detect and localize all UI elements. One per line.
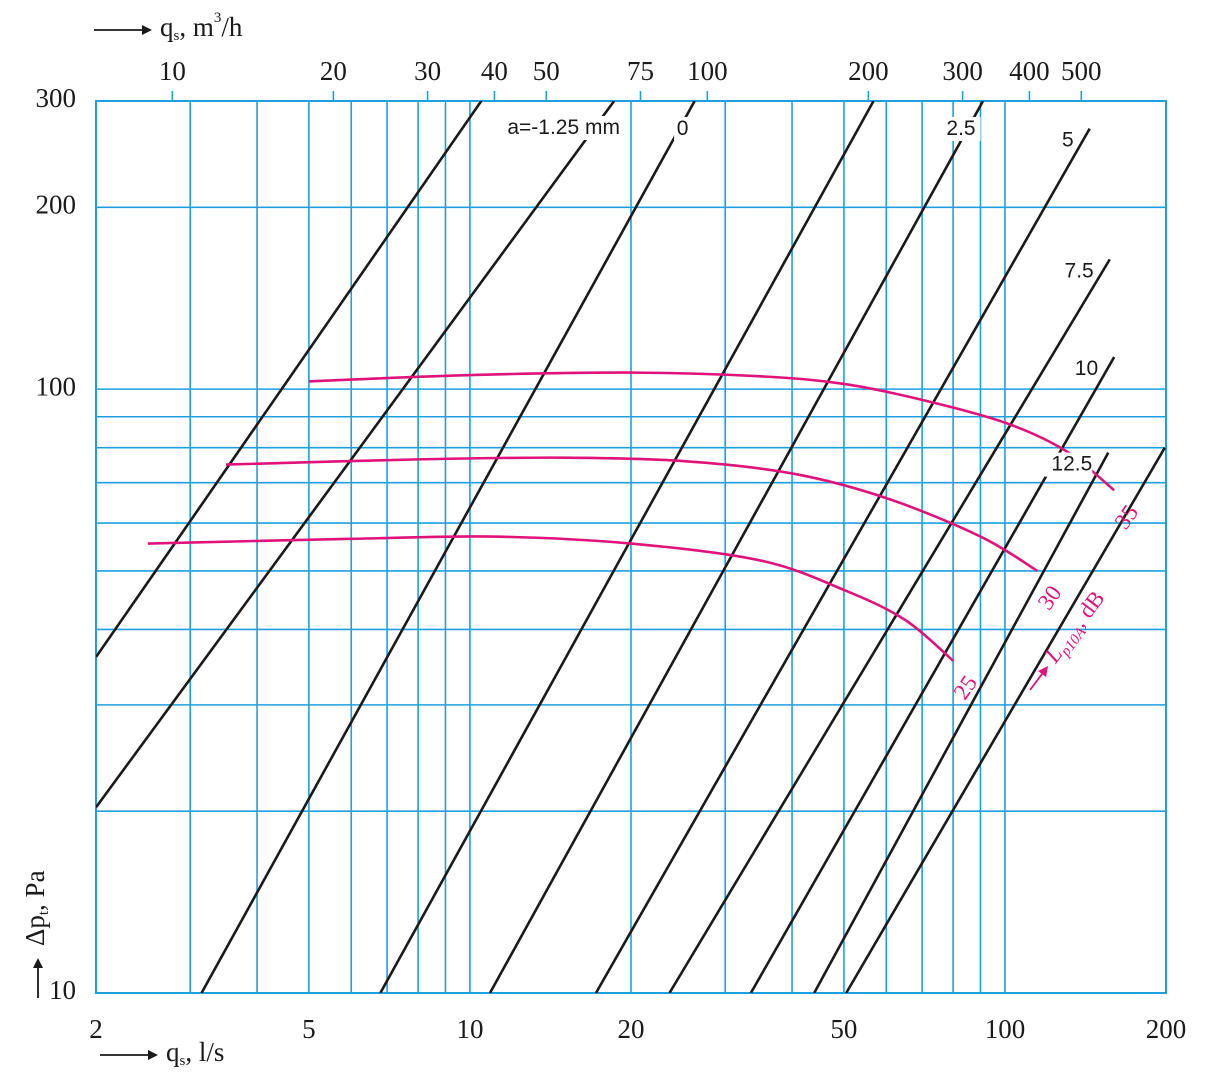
noise-curve-label-text: 35 (1110, 500, 1144, 533)
iso-line (668, 258, 1111, 993)
x-tick-label: 50 (830, 1014, 857, 1044)
x2-tick-label: 100 (687, 56, 728, 86)
iso-label: 0 (677, 117, 689, 140)
bottom-axis-title-sub: s (180, 1053, 186, 1069)
grid-layer (95, 100, 1167, 994)
x2-tick-label: 500 (1061, 56, 1102, 86)
noise-curve (147, 535, 954, 662)
bottom-axis-title-tail: , l/s (185, 1037, 224, 1067)
y-tick-label: 300 (36, 83, 77, 113)
svg-text:qs, l/s: qs, l/s (166, 1037, 224, 1069)
x2-tick-label: 10 (159, 56, 186, 86)
left-axis-title-sub: t (36, 910, 52, 915)
iso-label: 7.5 (1065, 259, 1094, 282)
y-tick-label: 200 (36, 190, 77, 220)
x-tick-label: 200 (1146, 1014, 1187, 1044)
x2-tick-label: 50 (533, 56, 560, 86)
iso-line (488, 101, 985, 993)
x-tick-label: 10 (456, 1014, 483, 1044)
iso-label-bg (941, 117, 981, 141)
bottom-axis-title-q: q (166, 1037, 180, 1067)
y-tick-label: 10 (49, 975, 76, 1005)
x2-tick-label: 300 (942, 56, 983, 86)
series-label-tail: , dB (1067, 586, 1110, 632)
iso-label: a=-1.25 mm (507, 116, 620, 139)
x2-tick-label: 20 (320, 56, 347, 86)
iso-label: 12.5 (1051, 453, 1092, 476)
iso-line (845, 446, 1166, 993)
svg-text:Δpt, Pa: Δpt, Pa (20, 870, 52, 946)
iso-label: 10 (1075, 357, 1098, 380)
left-axis-title: Δpt, Pa (20, 870, 52, 998)
noise-curve-label: 30 (1033, 581, 1067, 614)
left-axis-title-tail: , Pa (20, 870, 50, 911)
noise-curves-layer (147, 371, 1115, 662)
noise-curve-label-text: 30 (1033, 581, 1067, 614)
top-axis-title-sup: 3 (214, 10, 222, 26)
iso-line (594, 127, 1091, 993)
top-axis-title-q: q (160, 12, 174, 42)
left-axis-title-dp: Δp (20, 915, 50, 946)
x2-tick-label: 40 (481, 56, 508, 86)
x-tick-label: 5 (302, 1014, 316, 1044)
iso-line (379, 101, 875, 993)
x-tick-label: 2 (89, 1014, 103, 1044)
iso-label-bg (504, 116, 620, 140)
top-axis-title-tail: /h (221, 12, 243, 42)
noise-curve (308, 371, 1115, 492)
x2-tick-label: 75 (627, 56, 654, 86)
top-axis-title-sub: s (174, 28, 180, 44)
x-tick-label: 100 (985, 1014, 1026, 1044)
x-tick-label: 20 (618, 1014, 645, 1044)
svg-text:qs, m3/h: qs, m3/h (160, 10, 243, 44)
iso-label-bg (1070, 357, 1099, 382)
iso-line (200, 101, 696, 993)
iso-label-bg (1042, 452, 1093, 477)
iso-line (96, 101, 483, 658)
plot-frame (95, 100, 1167, 994)
y-tick-label: 100 (36, 371, 77, 401)
top-axis-title-mid: , m (179, 12, 214, 42)
iso-label: 5 (1062, 129, 1074, 152)
iso-lines-layer (96, 101, 1166, 993)
iso-line (813, 451, 1110, 993)
noise-curve (225, 456, 1039, 573)
iso-label: 2.5 (946, 117, 975, 140)
iso-label-bg (1056, 128, 1074, 153)
iso-label-bg (1054, 259, 1094, 284)
iso-line (96, 101, 616, 809)
noise-curve-label: 35 (1110, 500, 1144, 533)
bottom-axis-title: qs, l/s (100, 1037, 224, 1069)
series-label: Lp10A, dB (1029, 586, 1110, 691)
top-axis-title: qs, m3/h (94, 10, 243, 44)
x2-tick-label: 200 (848, 56, 889, 86)
iso-label-bg (674, 117, 692, 141)
x2-tick-label: 30 (414, 56, 441, 86)
x2-tick-label: 400 (1009, 56, 1050, 86)
